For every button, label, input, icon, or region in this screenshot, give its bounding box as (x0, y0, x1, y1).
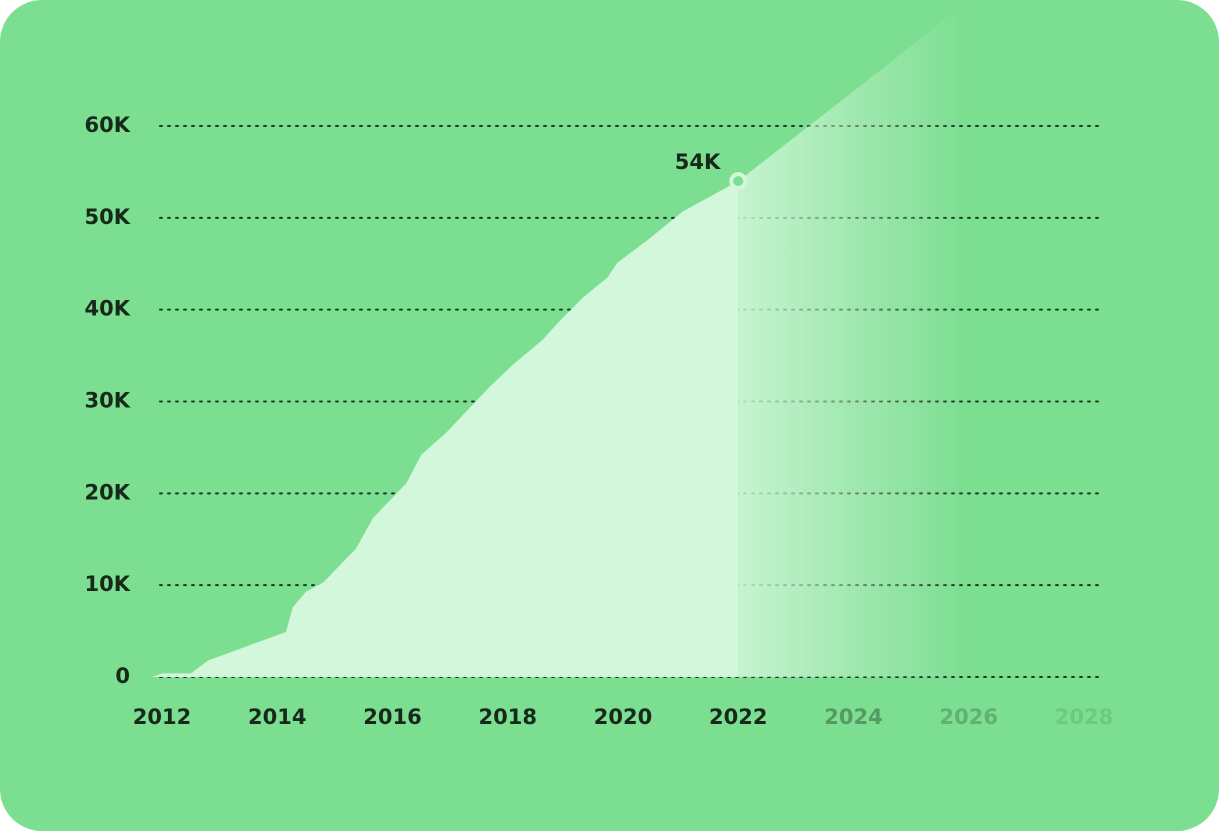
point-marker (729, 172, 748, 191)
projection-area (738, 0, 969, 677)
x-tick-label: 2018 (479, 705, 537, 729)
x-tick-label: 2020 (594, 705, 652, 729)
y-tick-label: 30K (85, 389, 131, 413)
y-tick-label: 10K (85, 572, 131, 596)
x-tick-label: 2024 (824, 705, 882, 729)
x-tick-label: 2016 (363, 705, 421, 729)
area (152, 181, 739, 677)
y-tick-label: 0 (115, 664, 130, 688)
y-tick-label: 60K (85, 113, 131, 137)
y-tick-label: 50K (85, 205, 131, 229)
y-tick-label: 20K (85, 480, 131, 504)
x-tick-label: 2028 (1055, 705, 1113, 729)
x-tick-label: 2014 (248, 705, 306, 729)
x-tick-label: 2026 (940, 705, 998, 729)
y-tick-label: 40K (85, 297, 131, 321)
annotation-label: 54K (675, 150, 721, 174)
x-tick-label: 2012 (133, 705, 191, 729)
x-tick-label: 2022 (709, 705, 767, 729)
